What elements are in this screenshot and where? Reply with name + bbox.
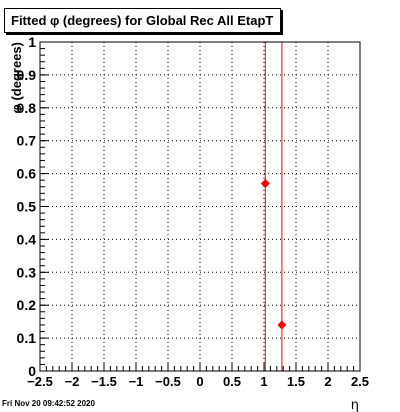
- y-tick-label: 0.1: [17, 330, 37, 346]
- data-point: [260, 178, 270, 188]
- y-tick-label: 0.8: [17, 100, 37, 116]
- y-tick-label: 0.9: [17, 67, 37, 83]
- ticks-layer: −2.5 −2 −1.5 −1 −0.5 0 0.5 1 1.5 2 2.5 0 0.1 0.2 0.3 0.…: [17, 34, 370, 389]
- y-tick-label: 0.3: [17, 264, 37, 280]
- x-tick-label: −0.5: [155, 374, 181, 389]
- y-axis-label: φ (degrees): [9, 42, 24, 113]
- grid-layer: [40, 42, 360, 371]
- points-layer: [260, 178, 287, 330]
- x-tick-label: −1.5: [91, 374, 117, 389]
- x-tick-label: 2.5: [351, 374, 369, 389]
- x-tick-label: −2.5: [27, 374, 53, 389]
- title-box: Fitted φ (degrees) for Global Rec All Et…: [4, 8, 281, 33]
- y-tick-label: 0: [28, 363, 36, 379]
- y-tick-label: 0.2: [17, 297, 37, 313]
- y-tick-label: 1: [28, 34, 36, 50]
- x-tick-label: 2: [324, 374, 331, 389]
- x-tick-label: 0.5: [223, 374, 241, 389]
- x-tick-label: −1: [129, 374, 144, 389]
- x-tick-label: 1.5: [287, 374, 305, 389]
- x-tick-label: 0: [196, 374, 203, 389]
- y-tick-label: 0.5: [17, 199, 37, 215]
- y-tick-label: 0.4: [17, 231, 37, 247]
- footer-timestamp: Fri Nov 20 09:42:52 2020: [2, 399, 95, 408]
- x-tick-label: 1: [260, 374, 267, 389]
- vertical-lines-layer: [264, 42, 283, 371]
- y-tick-label: 0.7: [17, 133, 37, 149]
- chart-title: Fitted φ (degrees) for Global Rec All Et…: [11, 13, 274, 28]
- data-point: [277, 320, 287, 330]
- x-axis-label: η: [351, 398, 359, 412]
- y-tick-label: 0.6: [17, 166, 37, 182]
- x-tick-label: −2: [65, 374, 80, 389]
